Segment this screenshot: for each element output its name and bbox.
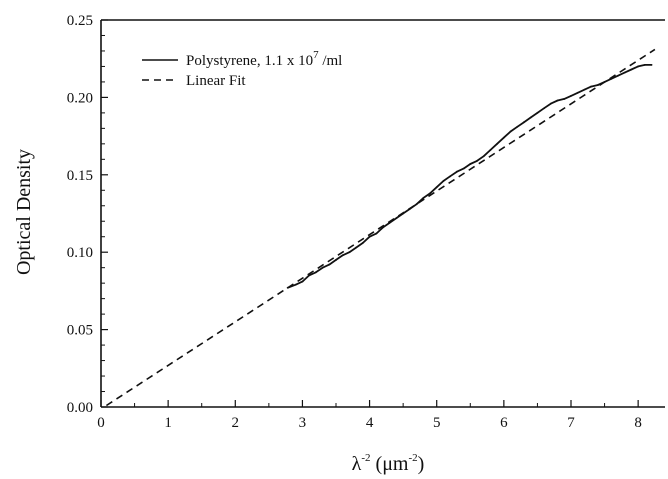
data-point-polystyrene <box>361 242 364 244</box>
data-point-polystyrene <box>502 136 505 139</box>
series-layer <box>105 48 656 407</box>
x-tick-label: 7 <box>567 415 575 431</box>
data-point-polystyrene <box>368 235 371 238</box>
y-tick-label: 0.20 <box>67 90 93 106</box>
data-point-polystyrene <box>314 271 317 274</box>
legend-label-polystyrene-suffix: /ml <box>319 53 343 69</box>
x-tick-label: 1 <box>164 415 172 431</box>
y-tick-label: 0.10 <box>67 245 93 261</box>
data-point-polystyrene <box>630 68 633 71</box>
x-tick-label: 6 <box>500 415 508 431</box>
data-point-polystyrene <box>341 254 344 257</box>
y-tick-label: 0.25 <box>67 13 93 29</box>
data-point-polystyrene <box>516 125 519 128</box>
data-point-polystyrene <box>301 280 304 283</box>
data-point-polystyrene <box>422 197 425 199</box>
data-point-polystyrene <box>583 88 586 91</box>
data-point-polystyrene <box>489 149 492 151</box>
y-axis-ticks: 0.00 0.05 0.10 0.15 0.20 0.25 <box>67 13 108 416</box>
data-point-polystyrene <box>455 170 458 173</box>
data-point-polystyrene <box>643 63 646 66</box>
data-point-polystyrene <box>294 283 297 286</box>
legend-label-linear-fit: Linear Fit <box>186 73 246 89</box>
data-point-polystyrene <box>596 84 599 86</box>
data-point-polystyrene <box>415 203 418 206</box>
data-point-polystyrene <box>482 155 485 158</box>
data-point-polystyrene <box>529 116 532 119</box>
data-point-polystyrene <box>496 142 499 145</box>
data-point-polystyrene <box>375 232 378 235</box>
x-tick-label: 3 <box>299 415 307 431</box>
data-point-polystyrene <box>429 192 431 195</box>
data-point-polystyrene <box>509 130 512 133</box>
legend-label-polystyrene-name: Polystyrene, 1.1 x 10 <box>186 53 313 69</box>
data-point-polystyrene <box>556 99 559 102</box>
x-tick-label: 2 <box>232 415 240 431</box>
data-point-polystyrene <box>462 167 465 170</box>
data-point-polystyrene <box>563 98 566 100</box>
data-point-polystyrene <box>328 263 331 266</box>
data-point-polystyrene <box>355 246 358 249</box>
data-point-polystyrene <box>476 159 478 162</box>
y-tick-label: 0.00 <box>67 400 93 416</box>
data-point-polystyrene <box>449 175 452 178</box>
data-point-polystyrene <box>549 102 552 105</box>
data-point-polystyrene <box>348 251 351 254</box>
legend-label-polystyrene: Polystyrene, 1.1 x 107 /ml <box>186 49 342 69</box>
data-point-polystyrene <box>623 71 626 74</box>
data-point-polystyrene <box>617 74 619 77</box>
y-axis-title: Optical Density <box>13 149 35 275</box>
data-point-polystyrene <box>469 163 472 165</box>
y-tick-label: 0.05 <box>67 323 93 339</box>
x-axis-title-symbol: λ <box>352 453 362 475</box>
data-point-polystyrene <box>536 111 539 114</box>
data-point-polystyrene <box>523 121 525 124</box>
data-point-polystyrene <box>395 217 398 220</box>
legend: Polystyrene, 1.1 x 107 /ml Linear Fit <box>142 49 342 89</box>
series-line-linear-fit <box>105 48 656 407</box>
x-axis-title-sup2: -2 <box>408 452 417 464</box>
x-tick-label: 5 <box>433 415 441 431</box>
x-axis-title-sup1: -2 <box>361 452 370 464</box>
data-point-polystyrene <box>650 63 653 66</box>
x-axis-title: λ-2 (μm-2) <box>352 452 425 475</box>
y-tick-label: 0.15 <box>67 168 93 184</box>
series-line-polystyrene <box>287 64 652 289</box>
x-tick-label: 4 <box>366 415 374 431</box>
x-tick-label: 0 <box>97 415 105 431</box>
data-point-polystyrene <box>543 107 546 110</box>
x-axis-title-unit: (μm <box>376 453 409 475</box>
x-axis-title-close: ) <box>418 453 425 475</box>
data-point-polystyrene <box>442 180 445 182</box>
data-point-polystyrene <box>321 266 324 269</box>
data-point-polystyrene <box>435 186 438 189</box>
data-point-polystyrene <box>335 259 337 261</box>
legend-label-polystyrene-sup: 7 <box>313 49 319 61</box>
data-point-polystyrene <box>637 65 640 68</box>
data-point-polystyrene <box>570 94 572 97</box>
data-point-polystyrene <box>590 85 593 88</box>
x-axis-ticks: 0 1 2 3 4 5 6 7 8 <box>97 400 642 431</box>
data-point-polystyrene <box>576 91 579 94</box>
x-tick-label: 8 <box>634 415 642 431</box>
